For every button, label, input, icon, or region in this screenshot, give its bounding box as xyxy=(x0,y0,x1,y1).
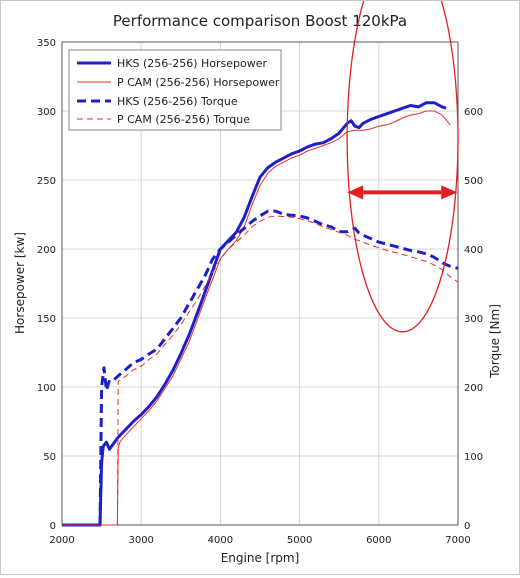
series-line-0 xyxy=(62,101,447,527)
series-line-1 xyxy=(62,110,451,526)
y2-tick-label: 600 xyxy=(464,107,483,118)
chart-title: Performance comparison Boost 120kPa xyxy=(113,12,407,30)
y2-tick-label: 200 xyxy=(464,383,483,394)
y-tick-label: 100 xyxy=(37,383,56,394)
x-tick-label: 6000 xyxy=(366,535,391,546)
plot-area-border xyxy=(61,41,459,526)
y2-tick-label: 500 xyxy=(464,176,483,187)
y-tick-label: 150 xyxy=(37,314,56,325)
x-axis-label: Engine [rpm] xyxy=(221,551,300,565)
arrow-head-right xyxy=(441,185,458,200)
legend-label-hks-torque: HKS (256-256) Torque xyxy=(117,95,238,108)
y2-tick-label: 100 xyxy=(464,452,483,463)
y-tick-label: 50 xyxy=(43,452,56,463)
x-tick-label: 4000 xyxy=(208,535,233,546)
y-tick-label: 350 xyxy=(37,38,56,49)
legend-label-pcam-hp: P CAM (256-256) Horsepower xyxy=(117,76,280,89)
y-tick-label: 0 xyxy=(50,521,56,532)
axis-ticks: 2000 3000 4000 5000 6000 70000501001502002503… xyxy=(37,38,483,546)
highlight-ellipse xyxy=(346,0,459,333)
y-tick-label: 200 xyxy=(37,245,56,256)
x-tick-label: 7000 xyxy=(445,535,470,546)
legend-label-pcam-torque: P CAM (256-256) Torque xyxy=(117,113,250,126)
arrow-head-left xyxy=(347,185,364,200)
y2-tick-label: 0 xyxy=(464,521,470,532)
annotation-layer xyxy=(346,0,459,333)
x-tick-label: 5000 xyxy=(287,535,312,546)
y-axis-label: Horsepower [kw] xyxy=(13,232,27,334)
legend: HKS (256-256) Horsepower P CAM (256-256)… xyxy=(68,49,282,131)
legend-label-hks-hp: HKS (256-256) Horsepower xyxy=(117,57,268,70)
y-tick-label: 300 xyxy=(37,107,56,118)
series-layer xyxy=(62,101,459,527)
series-line-2 xyxy=(98,209,459,526)
y-tick-label: 250 xyxy=(37,176,56,187)
y2-tick-label: 400 xyxy=(464,245,483,256)
y2-axis-label: Torque [Nm] xyxy=(488,304,502,379)
series-line-3 xyxy=(116,215,459,526)
x-tick-label: 2000 xyxy=(49,535,74,546)
y2-tick-label: 300 xyxy=(464,314,483,325)
x-tick-label: 3000 xyxy=(128,535,153,546)
